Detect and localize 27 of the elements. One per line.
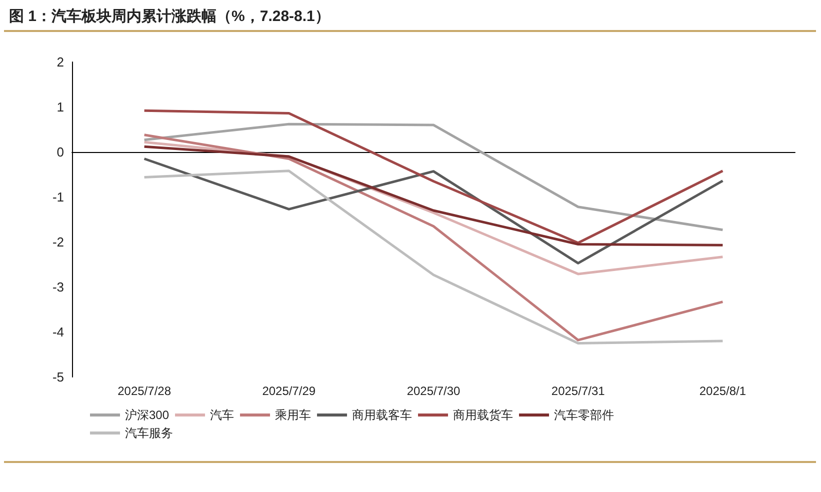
line-series: [143, 122, 724, 232]
y-tick-label: -2: [52, 234, 64, 250]
line-series: [143, 134, 724, 342]
y-tick-label: -1: [52, 190, 64, 204]
line-series: [143, 158, 724, 264]
y-tick-label: -5: [52, 370, 64, 384]
legend-label: 商用载货车: [453, 408, 514, 422]
line-series: [143, 145, 724, 246]
y-tick-label: 1: [56, 100, 64, 114]
line-series: [143, 109, 724, 244]
x-tick-label: 2025/7/29: [262, 384, 316, 398]
x-tick-label: 2025/7/31: [551, 384, 606, 398]
line-series: [143, 170, 724, 344]
x-tick-label: 2025/7/30: [406, 384, 461, 398]
legend-label: 乘用车: [275, 408, 312, 422]
legend-label: 汽车: [210, 408, 234, 422]
x-tick-label: 2025/8/1: [699, 384, 746, 398]
y-tick-label: 0: [56, 144, 64, 160]
legend-label: 汽车零部件: [554, 408, 614, 422]
y-tick-label: -4: [52, 324, 64, 340]
x-tick-label: 2025/7/28: [118, 384, 172, 398]
legend-label: 商用载客车: [352, 408, 412, 422]
legend-label: 汽车服务: [125, 426, 173, 440]
y-tick-label: -3: [52, 280, 64, 294]
legend-label: 沪深300: [125, 408, 170, 422]
y-tick-label: 2: [56, 54, 64, 70]
chart-title: 图 1：汽车板块周内累计涨跌幅（%，7.28-8.1）: [9, 7, 330, 25]
